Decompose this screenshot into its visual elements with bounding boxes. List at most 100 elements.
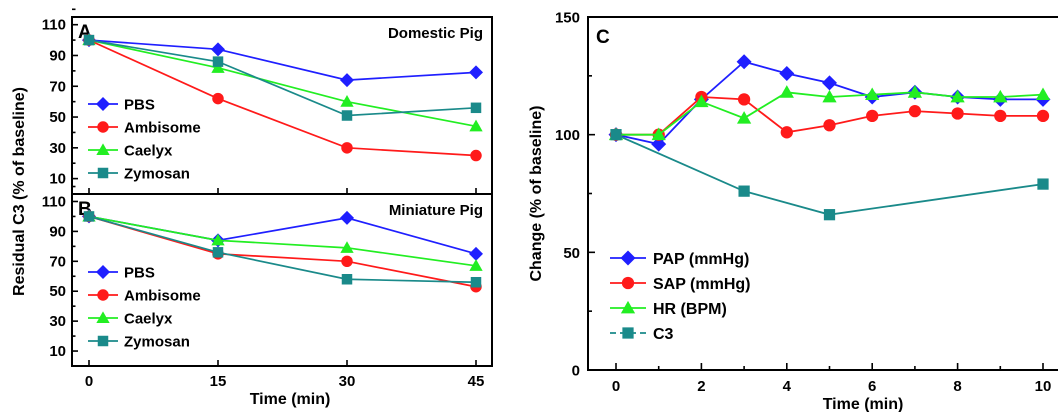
panel-c-series-line — [615, 133, 1044, 216]
panel-ab-frame — [71, 16, 493, 367]
panel-a-series-line — [88, 39, 477, 81]
panel-a-legend-item — [88, 167, 118, 179]
panel-c-data-point — [610, 129, 622, 141]
panel-c-legend-label: SAP (mmHg) — [653, 276, 751, 293]
panel-b-series-line — [88, 215, 477, 255]
panel-b-data-point — [469, 246, 483, 261]
panel-c-letter: C — [596, 27, 610, 48]
panel-c-ytick-label: 100 — [555, 127, 580, 144]
legend-marker — [97, 121, 109, 133]
panel-c-data-point — [993, 89, 1008, 103]
panel-a-data-point — [340, 95, 354, 107]
panel-c-legend-item — [610, 327, 646, 339]
panel-c-series-line — [615, 60, 1043, 146]
panel-c-legend-label: C3 — [653, 326, 674, 343]
panel-c-series-0 — [608, 54, 1051, 152]
panel-a-series-2 — [82, 33, 483, 132]
panel-b-xtick-label: 30 — [339, 373, 356, 390]
panel-b-legend-item — [88, 289, 118, 301]
panel-c-xtick-label: 4 — [783, 378, 792, 395]
panel-c-data-point — [823, 119, 836, 132]
panel-c-data-point — [865, 87, 880, 101]
panel-c-xtick-label: 8 — [953, 378, 961, 395]
panel-c-series-2 — [608, 85, 1051, 141]
panel-a-legend-item — [88, 143, 118, 156]
legend-marker — [620, 300, 636, 314]
panel-a-data-point — [469, 65, 483, 80]
panel-c-data-point — [1036, 109, 1050, 122]
panel-c-data-point — [738, 185, 750, 197]
panel-a-ytick-label: 50 — [49, 109, 66, 126]
panel-c-ytick-label: 150 — [555, 10, 580, 27]
panel-c-xlabel: Time (min) — [823, 396, 904, 412]
panel-b-xtick-label: 0 — [85, 373, 93, 390]
panel-b-series-line — [88, 215, 477, 284]
panel-b-legend-item — [88, 311, 118, 324]
panel-a-legend-label: Zymosan — [124, 166, 190, 183]
panel-b-data-point — [340, 210, 354, 225]
panel-c-data-point — [651, 136, 667, 152]
panel-ab-ylabel: Residual C3 (% of baseline) — [11, 87, 28, 296]
panel-c-data-point — [1035, 87, 1051, 101]
panel-a-legend-item — [88, 97, 118, 111]
panel-a-data-point — [341, 110, 353, 121]
panel-b-ytick-label: 50 — [49, 283, 66, 300]
panel-c-ylabel: Change (% of baseline) — [528, 105, 545, 281]
panel-a-data-point — [341, 142, 353, 154]
panel-c-legend-item — [610, 250, 646, 266]
panel-c-xtick-label: 6 — [868, 378, 876, 395]
panel-c-ytick-label: 50 — [563, 245, 580, 262]
panel-a-series-line — [88, 39, 477, 117]
panel-a-data-point — [470, 102, 482, 114]
panel-a-ytick-label: 70 — [49, 78, 66, 95]
panel-c-data-point — [737, 93, 751, 106]
panel-b-ytick-label: 110 — [42, 193, 66, 210]
panel-c-data-point — [780, 126, 793, 139]
panel-a-ytick-label: 110 — [42, 17, 66, 34]
panel-b-data-point — [341, 274, 353, 285]
panel-c-data-point — [951, 107, 964, 120]
panel-b-ytick-label: 10 — [49, 343, 66, 360]
panel-b-series-3 — [83, 211, 482, 288]
panel-b-legend-label: Ambisome — [124, 288, 201, 305]
panel-a-legend-item — [88, 121, 118, 133]
legend-marker — [621, 276, 635, 290]
legend-marker — [96, 143, 110, 156]
panel-c-data-point — [651, 127, 666, 141]
panel-c-data-point — [1037, 178, 1049, 190]
panel-a-title: Domestic Pig — [388, 25, 483, 42]
panel-b-xtick-label: 15 — [210, 373, 227, 390]
panel-a-series-line — [88, 39, 477, 128]
legend-marker — [96, 97, 110, 111]
panel-b-data-point — [340, 241, 354, 253]
panel-a-data-point — [469, 119, 483, 132]
legend-marker — [620, 250, 636, 266]
panel-b-legend-label: Zymosan — [124, 334, 190, 351]
legend-marker — [97, 289, 109, 301]
panel-c-data-point — [822, 89, 837, 103]
panel-c-legend-item — [610, 300, 646, 314]
panel-b-series-line — [88, 215, 477, 267]
panel-b-data-point — [212, 247, 224, 258]
panel-c-legend-label: PAP (mmHg) — [653, 251, 749, 268]
panel-c-data-point — [823, 209, 836, 221]
panel-c-legend-item — [610, 276, 646, 290]
panel-a-legend-label: Ambisome — [124, 120, 201, 137]
panel-ab-xlabel: Time (min) — [250, 391, 331, 408]
panel-a-ytick-label: 10 — [49, 171, 66, 188]
panel-c-data-point — [779, 65, 795, 81]
panel-b-title: Miniature Pig — [389, 202, 483, 219]
panel-b-legend-item — [88, 265, 118, 279]
panel-a-data-point — [212, 92, 224, 105]
legend-marker — [96, 311, 110, 324]
panel-c-xtick-label: 10 — [1035, 378, 1052, 395]
panel-a-data-point — [212, 56, 224, 67]
panel-b-data-point — [341, 255, 353, 268]
panel-b-legend-item — [88, 335, 118, 347]
panel-a-data-point — [211, 61, 225, 73]
panel-c-data-point — [822, 75, 837, 91]
panel-c-data-point — [908, 104, 922, 118]
panel-b-data-point — [470, 276, 482, 288]
panel-a-data-point — [340, 73, 354, 88]
